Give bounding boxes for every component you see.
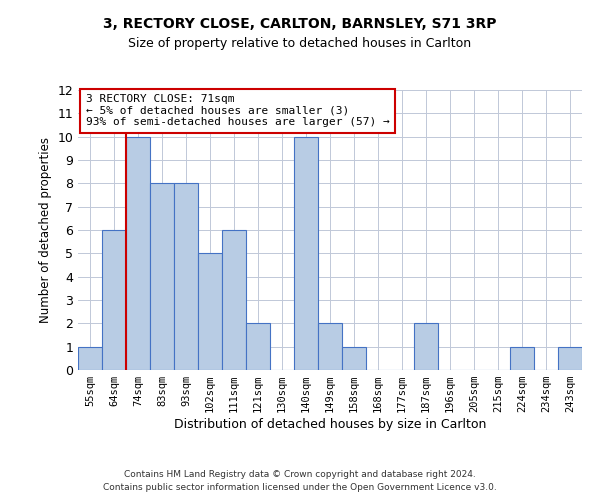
Bar [318, 324, 342, 370]
Bar [126, 136, 150, 370]
Bar [342, 346, 366, 370]
Bar [174, 184, 198, 370]
Bar [198, 254, 222, 370]
Text: Contains HM Land Registry data © Crown copyright and database right 2024.
Contai: Contains HM Land Registry data © Crown c… [103, 470, 497, 492]
Bar [558, 346, 582, 370]
Bar [222, 230, 246, 370]
Bar [294, 136, 318, 370]
X-axis label: Distribution of detached houses by size in Carlton: Distribution of detached houses by size … [174, 418, 486, 431]
Bar [414, 324, 438, 370]
Y-axis label: Number of detached properties: Number of detached properties [39, 137, 52, 323]
Bar [78, 346, 102, 370]
Bar [150, 184, 174, 370]
Text: Size of property relative to detached houses in Carlton: Size of property relative to detached ho… [128, 38, 472, 51]
Text: 3 RECTORY CLOSE: 71sqm
← 5% of detached houses are smaller (3)
93% of semi-detac: 3 RECTORY CLOSE: 71sqm ← 5% of detached … [86, 94, 389, 128]
Text: 3, RECTORY CLOSE, CARLTON, BARNSLEY, S71 3RP: 3, RECTORY CLOSE, CARLTON, BARNSLEY, S71… [103, 18, 497, 32]
Bar [102, 230, 126, 370]
Bar [246, 324, 270, 370]
Bar [510, 346, 534, 370]
